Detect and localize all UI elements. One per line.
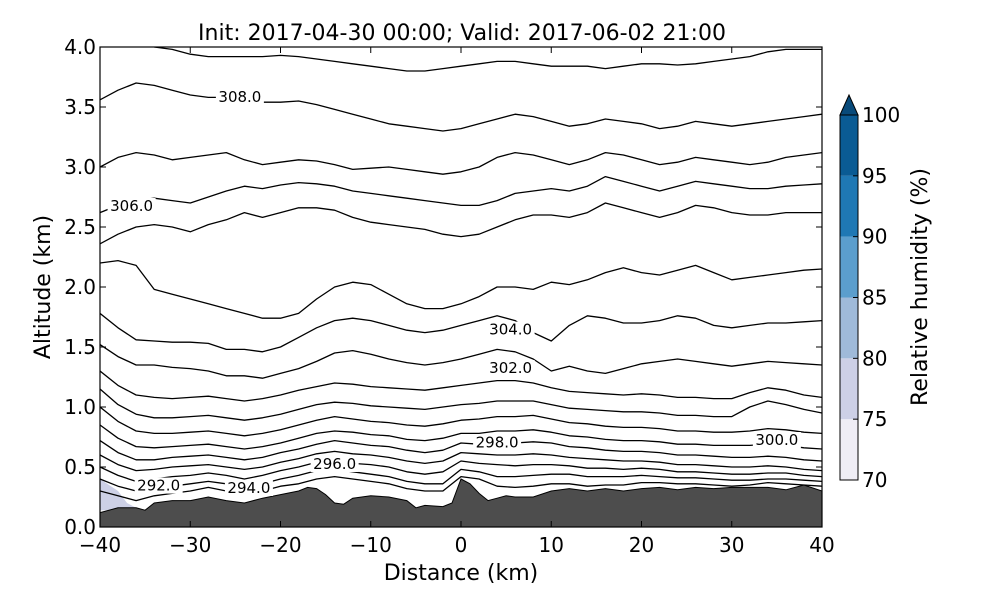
y-tick-label: 2.0 <box>64 275 96 299</box>
y-tick-label: 1.5 <box>64 335 96 359</box>
contour-line-16 <box>154 47 822 72</box>
contour-label-bg <box>107 198 156 214</box>
contour-line-8 <box>100 370 822 402</box>
contour-label-bg <box>486 321 535 338</box>
colorbar-tick-label: 75 <box>862 407 887 431</box>
contour-label: 308.0 <box>218 88 261 106</box>
humidity-region <box>100 479 137 511</box>
contour-label: 296.0 <box>313 455 356 473</box>
colorbar-segment <box>840 297 858 359</box>
x-tick-label: −20 <box>259 533 301 557</box>
contour-label: 298.0 <box>476 433 519 451</box>
y-tick-label: 4.0 <box>64 35 96 59</box>
humidity-fill-layer <box>100 479 137 511</box>
y-tick-label: 0.5 <box>64 455 96 479</box>
contour-line-9 <box>100 344 822 379</box>
colorbar-segment <box>840 236 858 298</box>
y-axis: 0.0 0.5 1.0 1.5 2.0 2.5 3.0 3.5 4.0 <box>64 35 822 539</box>
x-tick-label: 40 <box>809 533 834 557</box>
contour-label-bg <box>473 434 522 451</box>
terrain <box>100 478 822 527</box>
contour-line-4 <box>100 439 822 462</box>
terrain-layer <box>100 478 822 527</box>
colorbar-tick-label: 95 <box>862 164 887 188</box>
contour-line-3 <box>100 450 822 472</box>
y-tick-label: 3.0 <box>64 155 96 179</box>
colorbar-tick-label: 90 <box>862 225 887 249</box>
y-tick-label: 3.5 <box>64 95 96 119</box>
contour-line-6 <box>100 406 822 437</box>
chart-title: Init: 2017-04-30 00:00; Valid: 2017-06-0… <box>198 21 726 46</box>
colorbar-tick-label: 85 <box>862 286 887 310</box>
contour-label: 300.0 <box>755 431 798 449</box>
colorbar-tick-label: 70 <box>862 468 887 492</box>
contour-label-bg <box>215 88 264 105</box>
contour-label-bg <box>224 480 273 496</box>
colorbar-tick-label: 80 <box>862 346 887 370</box>
contour-label: 292.0 <box>137 477 180 495</box>
contour-line-11 <box>100 259 822 319</box>
x-tick-label: 30 <box>719 533 744 557</box>
contour-line-7 <box>100 388 822 421</box>
colorbar: 70 75 80 85 90 95 100 <box>839 93 900 492</box>
plot-background <box>100 47 822 527</box>
y-tick-label: 1.0 <box>64 395 96 419</box>
contour-label-bg <box>752 432 801 448</box>
x-tick-label: −40 <box>79 533 121 557</box>
contour-line-14 <box>100 151 822 175</box>
colorbar-segment <box>840 358 858 420</box>
contour-label: 294.0 <box>227 479 270 497</box>
x-axis-label: Distance (km) <box>384 561 539 586</box>
x-tick-label: 10 <box>539 533 564 557</box>
contour-line-5 <box>100 424 822 450</box>
contour-line-1 <box>100 468 822 492</box>
contour-label: 304.0 <box>489 321 532 339</box>
colorbar-label: Relative humidity (%) <box>908 168 933 406</box>
colorbar-segment <box>840 115 858 176</box>
colorbar-extend-arrow <box>839 93 859 116</box>
contour-line-13 <box>100 175 822 214</box>
contour-layer <box>100 47 822 502</box>
contour-label-layer: 292.0 294.0 296.0 298.0 300.0 302.0 304.0 306.0… <box>107 88 801 497</box>
contour-label-bg <box>134 477 183 494</box>
contour-label-bg <box>310 456 359 472</box>
contour-line-0 <box>100 475 822 502</box>
y-tick-label: 0.0 <box>64 515 96 539</box>
colorbar-tick-label: 100 <box>862 103 900 127</box>
x-tick-label: 20 <box>629 533 654 557</box>
colorbar-segment <box>840 419 858 480</box>
contour-label: 306.0 <box>110 197 153 215</box>
x-tick-label: −10 <box>350 533 392 557</box>
y-axis-label: Altitude (km) <box>31 215 56 359</box>
contour-line-2 <box>100 460 822 483</box>
contour-line-10 <box>100 312 822 353</box>
contour-line-12 <box>100 202 822 245</box>
colorbar-segment <box>840 175 858 237</box>
plot-area: 292.0 294.0 296.0 298.0 300.0 302.0 304.0 306.0… <box>99 46 823 528</box>
x-tick-label: −30 <box>169 533 211 557</box>
x-axis: −40 −30 −20 −10 0 10 20 30 40 <box>79 47 835 557</box>
x-tick-label: 0 <box>455 533 468 557</box>
contour-label: 302.0 <box>489 359 532 377</box>
contour-label-bg <box>486 360 535 376</box>
y-tick-label: 2.5 <box>64 215 96 239</box>
